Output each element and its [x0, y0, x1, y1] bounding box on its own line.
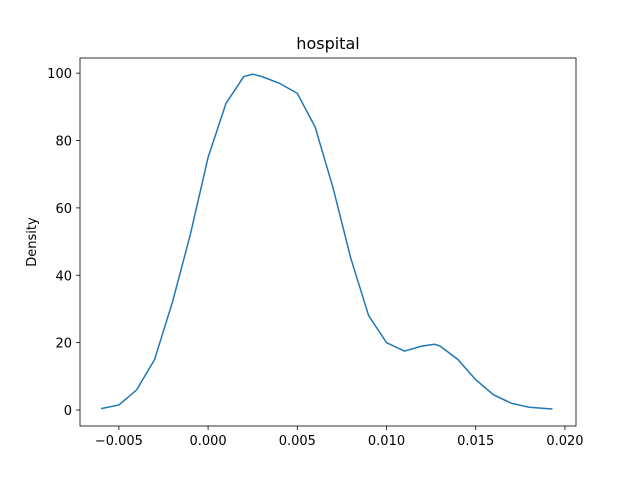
- x-tick-label: 0.010: [368, 434, 405, 449]
- x-tick-label: 0.015: [457, 434, 494, 449]
- plot-frame: [79, 57, 577, 427]
- y-tick-label: 40: [55, 269, 72, 284]
- y-tick-label: 100: [47, 67, 72, 82]
- y-tick-label: 60: [55, 202, 72, 217]
- x-tick-label: 0.000: [189, 434, 226, 449]
- x-tick-label: −0.005: [95, 434, 143, 449]
- x-tick-label: 0.005: [279, 434, 316, 449]
- y-tick-label: 0: [64, 404, 72, 419]
- line: [100, 73, 553, 410]
- y-axis-label: Density: [25, 217, 40, 267]
- y-tick-label: 20: [55, 337, 72, 352]
- y-tick-label: 80: [55, 135, 72, 150]
- x-tick-label: 0.020: [546, 434, 583, 449]
- chart-title: hospital: [296, 34, 359, 53]
